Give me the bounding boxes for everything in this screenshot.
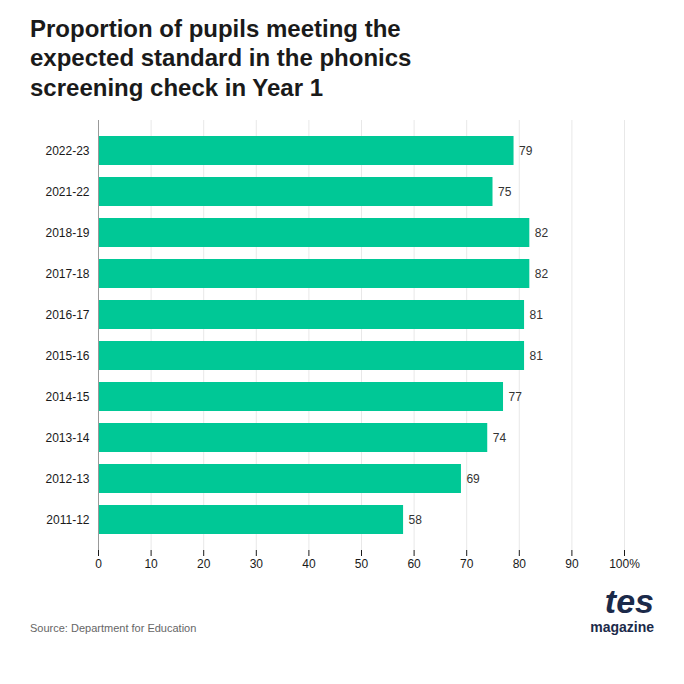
svg-text:10: 10: [144, 557, 158, 571]
svg-text:30: 30: [250, 557, 264, 571]
svg-text:70: 70: [460, 557, 474, 571]
html-text:Proportion of pupils meeting t: Proportion of pupils meeting the expecte…: [30, 15, 412, 101]
svg-text:81: 81: [530, 349, 544, 363]
svg-text:20: 20: [197, 557, 211, 571]
svg-text:58: 58: [409, 513, 423, 527]
svg-text:0: 0: [95, 557, 102, 571]
svg-text:2012-13: 2012-13: [45, 472, 89, 486]
svg-text:69: 69: [466, 472, 480, 486]
svg-text:82: 82: [535, 267, 549, 281]
svg-text:2016-17: 2016-17: [45, 308, 89, 322]
svg-text:80: 80: [513, 557, 527, 571]
svg-text:2021-22: 2021-22: [45, 185, 89, 199]
html-text:tes: tes: [604, 581, 654, 620]
svg-text:100%: 100%: [609, 557, 640, 571]
svg-text:2011-12: 2011-12: [46, 513, 89, 527]
svg-text:60: 60: [407, 557, 421, 571]
svg-text:2018-19: 2018-19: [45, 226, 89, 240]
svg-text:40: 40: [302, 557, 316, 571]
svg-text:2014-15: 2014-15: [45, 390, 89, 404]
svg-text:82: 82: [535, 226, 549, 240]
svg-text:50: 50: [355, 557, 369, 571]
svg-text:2013-14: 2013-14: [45, 431, 89, 445]
html-text:magazine: magazine: [590, 618, 654, 635]
svg-text:75: 75: [498, 185, 512, 199]
svg-text:2022-23: 2022-23: [45, 144, 89, 158]
svg-text:77: 77: [509, 390, 523, 404]
svg-text:74: 74: [493, 431, 507, 445]
html-text:Source: Department for Educati: Source: Department for Education: [30, 621, 197, 634]
svg-text:79: 79: [519, 144, 533, 158]
svg-text:81: 81: [530, 308, 544, 322]
svg-text:2017-18: 2017-18: [45, 267, 89, 281]
svg-text:2015-16: 2015-16: [45, 349, 89, 363]
svg-text:90: 90: [565, 557, 579, 571]
